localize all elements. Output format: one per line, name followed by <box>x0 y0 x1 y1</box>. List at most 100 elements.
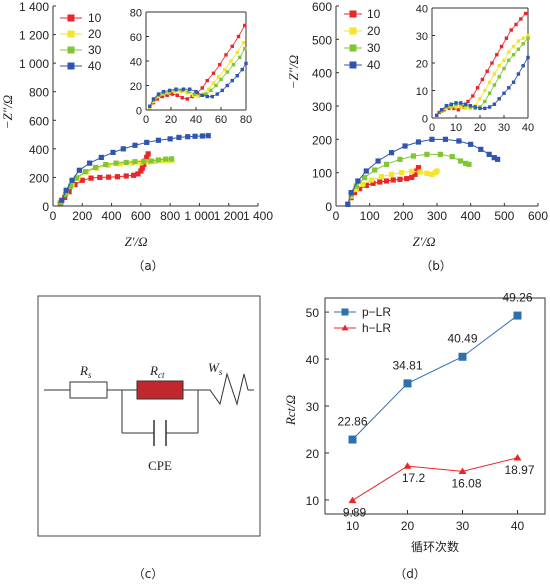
b-inset-y-tick-label: 10 <box>416 86 428 98</box>
a-inset-data-point <box>185 97 189 101</box>
a-data-point <box>132 142 138 148</box>
warburg-element <box>198 372 249 406</box>
b-data-point <box>449 154 455 160</box>
d-x-tick-label: 10 <box>346 519 360 533</box>
b-data-point <box>355 178 361 184</box>
a-inset-data-point <box>168 88 172 93</box>
a-x-axis-label: Z′/Ω <box>124 234 147 249</box>
b-inset-data-point <box>478 106 482 111</box>
a-inset-data-point <box>225 83 229 88</box>
b-inset-data-point <box>487 91 492 95</box>
panel-d-rct-vs-cycles: 10 20 30 40 10 20 30 40 50 循环次数 Rct/Ω 22.86 34.81 40.… <box>283 291 546 581</box>
a-inset-data-point <box>211 81 216 85</box>
b-inset-data-point <box>507 86 511 90</box>
d-y-tick-label: 30 <box>306 400 320 414</box>
d-y-tick-label: 20 <box>306 447 320 461</box>
a-inset-data-point <box>230 44 234 48</box>
a-inset-y-tick-label: 80 <box>130 8 142 20</box>
b-inset-data-point <box>473 105 477 109</box>
a-data-point <box>120 146 126 152</box>
rs-label: Rs <box>79 363 92 380</box>
b-inset-data-point <box>435 113 439 117</box>
d-data-point <box>348 496 357 504</box>
a-inset-data-point <box>229 59 233 63</box>
a-data-point <box>76 167 82 173</box>
b-inset-data-point <box>466 99 470 104</box>
b-inset-data-point <box>511 80 516 84</box>
d-data-point <box>458 467 467 475</box>
b-data-point <box>402 143 408 149</box>
b-inset-data-point <box>492 83 497 87</box>
b-inset-data-point <box>451 106 456 111</box>
a-inset-data-point <box>209 88 213 93</box>
circuit-frame <box>37 295 261 537</box>
a-x-tick-label: 800 <box>160 209 180 223</box>
d-legend-marker <box>341 324 349 331</box>
b-inset-data-point <box>487 105 492 109</box>
b-data-point <box>412 171 418 177</box>
panel-a-nyquist-plot: 0 200 400 600 800 1 000 1 200 1 400020040060080… <box>0 0 273 273</box>
d-y-axis-label: Rct/Ω <box>283 395 298 426</box>
a-inset-data-point <box>216 75 221 79</box>
d-data-point <box>348 435 357 444</box>
a-inset-y-tick-label: 20 <box>130 81 142 93</box>
b-data-point <box>360 181 366 187</box>
a-data-point <box>148 158 154 164</box>
b-inset-data-point <box>521 42 525 46</box>
a-data-point <box>73 175 80 181</box>
panel-a-caption: （a） <box>132 259 163 273</box>
a-data-point <box>87 160 93 166</box>
d-data-point <box>513 311 522 320</box>
a-data-point <box>167 136 173 142</box>
b-x-axis-label: Z′/Ω <box>412 234 435 249</box>
b-inset-data-point <box>492 72 497 76</box>
a-data-point <box>110 149 116 156</box>
a-data-point <box>135 171 141 177</box>
b-inset-data-point <box>507 58 511 62</box>
b-legend-marker <box>349 27 357 35</box>
d-x-tick-label: 20 <box>401 519 415 533</box>
cpe-label: CPE <box>148 458 172 473</box>
b-inset-data-point <box>511 53 516 57</box>
a-inset-data-point <box>231 62 236 67</box>
ws-label: Ws <box>208 360 223 377</box>
a-inset-data-point <box>230 78 234 83</box>
a-y-tick-label: 200 <box>29 171 49 185</box>
a-data-point <box>98 154 104 161</box>
b-inset-y-tick-label: 30 <box>416 31 428 43</box>
b-inset-data-point <box>444 103 449 108</box>
b-inset-data-point <box>516 72 521 76</box>
b-y-axis-label: −Z″/Ω <box>286 55 301 89</box>
b-data-point <box>370 180 376 186</box>
rct-label: Rct <box>149 363 165 380</box>
b-legend-label: 40 <box>367 58 381 72</box>
d-series-line <box>352 315 518 440</box>
panel-d-caption: （d） <box>394 567 426 581</box>
b-data-point <box>388 171 395 177</box>
b-inset-data-point <box>504 36 509 40</box>
a-data-point <box>103 161 109 168</box>
b-inset-data-point <box>483 99 487 104</box>
b-inset-data-point <box>439 108 444 112</box>
d-data-point <box>458 352 467 361</box>
a-inset-data-point <box>151 97 156 101</box>
a-data-point <box>152 158 159 165</box>
b-inset-x-tick-label: 0 <box>429 122 435 134</box>
a-inset-data-point <box>224 53 228 57</box>
b-inset-x-tick-label: 10 <box>450 122 462 134</box>
b-inset-data-point <box>459 105 463 109</box>
a-inset-x-tick-label: 20 <box>165 114 177 126</box>
a-inset-y-tick-label: 40 <box>130 57 142 69</box>
a-data-point <box>123 173 129 179</box>
b-data-point <box>397 156 403 162</box>
a-inset-data-point <box>188 87 192 91</box>
a-data-point <box>176 134 182 141</box>
a-inset-data-point <box>180 96 184 100</box>
b-legend-marker <box>349 10 357 18</box>
a-data-point <box>123 159 129 166</box>
a-inset-data-point <box>241 40 246 45</box>
a-data-point <box>141 161 147 168</box>
a-inset-data-point <box>156 92 161 96</box>
b-data-point <box>417 169 423 175</box>
b-data-point <box>390 177 396 183</box>
